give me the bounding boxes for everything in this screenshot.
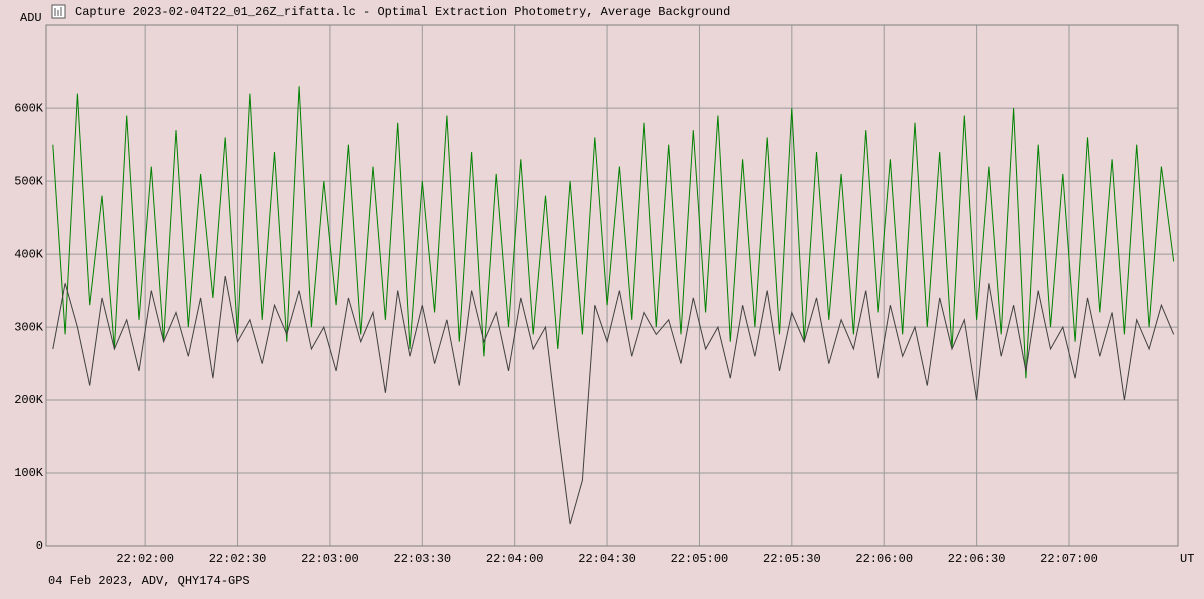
- series-line: [52, 275, 1175, 525]
- x-tick-label: 22:05:30: [763, 552, 821, 566]
- y-tick-label: 200K: [14, 393, 44, 407]
- x-tick-label: 22:07:00: [1040, 552, 1098, 566]
- x-tick-label: 22:03:30: [394, 552, 452, 566]
- y-tick-label: 400K: [14, 247, 44, 261]
- series-line: [52, 86, 1175, 379]
- x-tick-label: 22:02:30: [209, 552, 267, 566]
- x-tick-label: 22:04:30: [578, 552, 636, 566]
- footer: 04 Feb 2023, ADV, QHY174-GPS: [48, 574, 250, 588]
- x-tick-label: 22:03:00: [301, 552, 359, 566]
- plot-frame: [45, 24, 1179, 547]
- y-tick-label: 600K: [14, 101, 44, 115]
- y-tick-label: 300K: [14, 320, 44, 334]
- chart-title: Capture 2023-02-04T22_01_26Z_rifatta.lc …: [75, 5, 730, 19]
- y-tick-label: 500K: [14, 174, 44, 188]
- y-tick-label: 0: [36, 539, 43, 553]
- y-tick-label: 100K: [14, 466, 44, 480]
- x-tick-label: 22:04:00: [486, 552, 544, 566]
- x-tick-label: 22:05:00: [671, 552, 729, 566]
- app-icon: [51, 4, 66, 19]
- x-tick-label: 22:02:00: [116, 552, 174, 566]
- x-tick-label: 22:06:30: [948, 552, 1006, 566]
- y-axis-label: ADU: [20, 11, 42, 25]
- x-axis-label: UT: [1180, 552, 1194, 566]
- x-tick-label: 22:06:00: [855, 552, 913, 566]
